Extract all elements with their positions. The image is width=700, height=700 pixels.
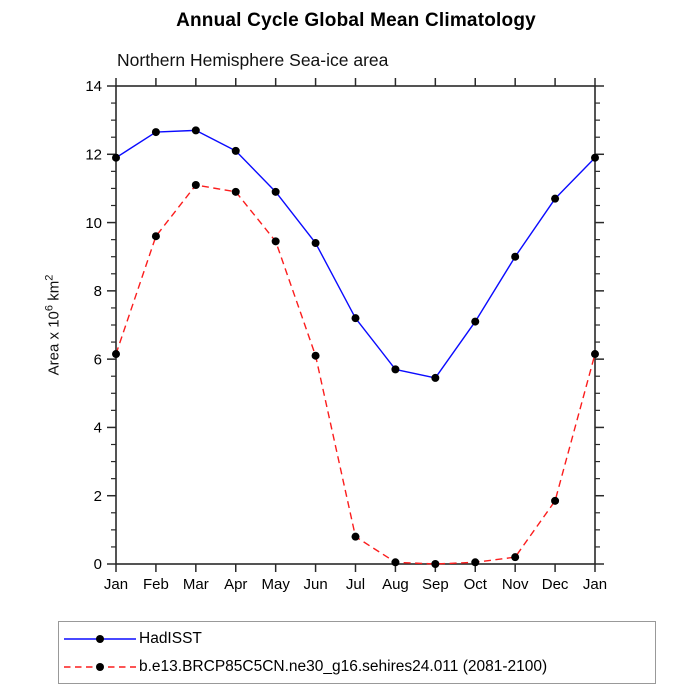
data-point bbox=[551, 194, 560, 203]
chart-title: Annual Cycle Global Mean Climatology bbox=[176, 10, 536, 31]
x-tick-label: Nov bbox=[502, 576, 529, 593]
legend-item: HadISST bbox=[59, 625, 655, 653]
y-tick-label: 2 bbox=[94, 488, 102, 505]
legend-box: HadISST b.e13.BRCP85C5CN.ne30_g16.sehires… bbox=[58, 621, 656, 684]
series-line-0 bbox=[115, 129, 596, 379]
data-point bbox=[151, 128, 160, 137]
y-tick-label: 4 bbox=[94, 420, 102, 437]
chart-plot-area: Jan Feb Mar Apr May Jun Jul Aug Sep Oct Nov Dec Jan0… bbox=[85, 78, 607, 593]
y-axis-title: Area x 106 km2 bbox=[43, 274, 63, 376]
data-point bbox=[471, 317, 480, 326]
x-tick-label: Sep bbox=[422, 576, 449, 593]
data-point bbox=[231, 187, 240, 196]
data-point bbox=[391, 365, 400, 374]
x-tick-label: May bbox=[261, 576, 290, 593]
x-tick-label: Dec bbox=[542, 576, 569, 593]
x-tick-label: Jan bbox=[104, 576, 128, 593]
plot-border bbox=[115, 85, 596, 565]
data-point bbox=[471, 558, 480, 567]
legend-item: b.e13.BRCP85C5CN.ne30_g16.sehires24.011 … bbox=[59, 653, 655, 681]
legend-line-sample bbox=[64, 663, 136, 671]
y-tick-label: 8 bbox=[94, 283, 102, 300]
legend-label: HadISST bbox=[139, 630, 202, 647]
data-point bbox=[591, 350, 599, 359]
data-point bbox=[431, 560, 440, 568]
data-point bbox=[391, 558, 400, 567]
data-point bbox=[551, 496, 560, 505]
x-tick-label: Mar bbox=[183, 576, 209, 593]
x-tick-label: Aug bbox=[382, 576, 409, 593]
data-point bbox=[511, 553, 520, 562]
x-tick-label: Jan bbox=[583, 576, 607, 593]
data-point bbox=[231, 146, 240, 155]
series-line-1 bbox=[115, 184, 596, 565]
data-point bbox=[351, 532, 360, 541]
chart-subtitle: Northern Hemisphere Sea-ice area bbox=[117, 50, 389, 70]
data-point bbox=[271, 237, 280, 246]
legend-marker-icon bbox=[96, 663, 104, 671]
legend-line-sample bbox=[64, 635, 136, 643]
data-point bbox=[591, 153, 599, 162]
data-point bbox=[311, 351, 320, 360]
y-tick-label: 12 bbox=[85, 146, 102, 163]
x-tick-label: Jun bbox=[303, 576, 327, 593]
x-tick-label: Feb bbox=[143, 576, 169, 593]
data-point bbox=[271, 187, 280, 196]
data-point bbox=[112, 350, 120, 359]
data-point bbox=[351, 314, 360, 323]
x-tick-label: Oct bbox=[464, 576, 488, 593]
y-tick-label: 14 bbox=[85, 78, 102, 95]
y-tick-label: 6 bbox=[94, 351, 102, 368]
x-tick-label: Apr bbox=[224, 576, 247, 593]
data-point bbox=[311, 239, 320, 248]
data-point bbox=[431, 373, 440, 382]
data-point bbox=[112, 153, 120, 162]
data-point bbox=[191, 181, 200, 190]
y-tick-label: 10 bbox=[85, 215, 102, 232]
data-point bbox=[511, 252, 520, 261]
data-point bbox=[191, 126, 200, 135]
x-tick-label: Jul bbox=[346, 576, 365, 593]
legend-marker-icon bbox=[96, 635, 104, 643]
data-point bbox=[151, 232, 160, 241]
y-tick-label: 0 bbox=[94, 556, 102, 573]
legend-label: b.e13.BRCP85C5CN.ne30_g16.sehires24.011 … bbox=[139, 658, 548, 675]
